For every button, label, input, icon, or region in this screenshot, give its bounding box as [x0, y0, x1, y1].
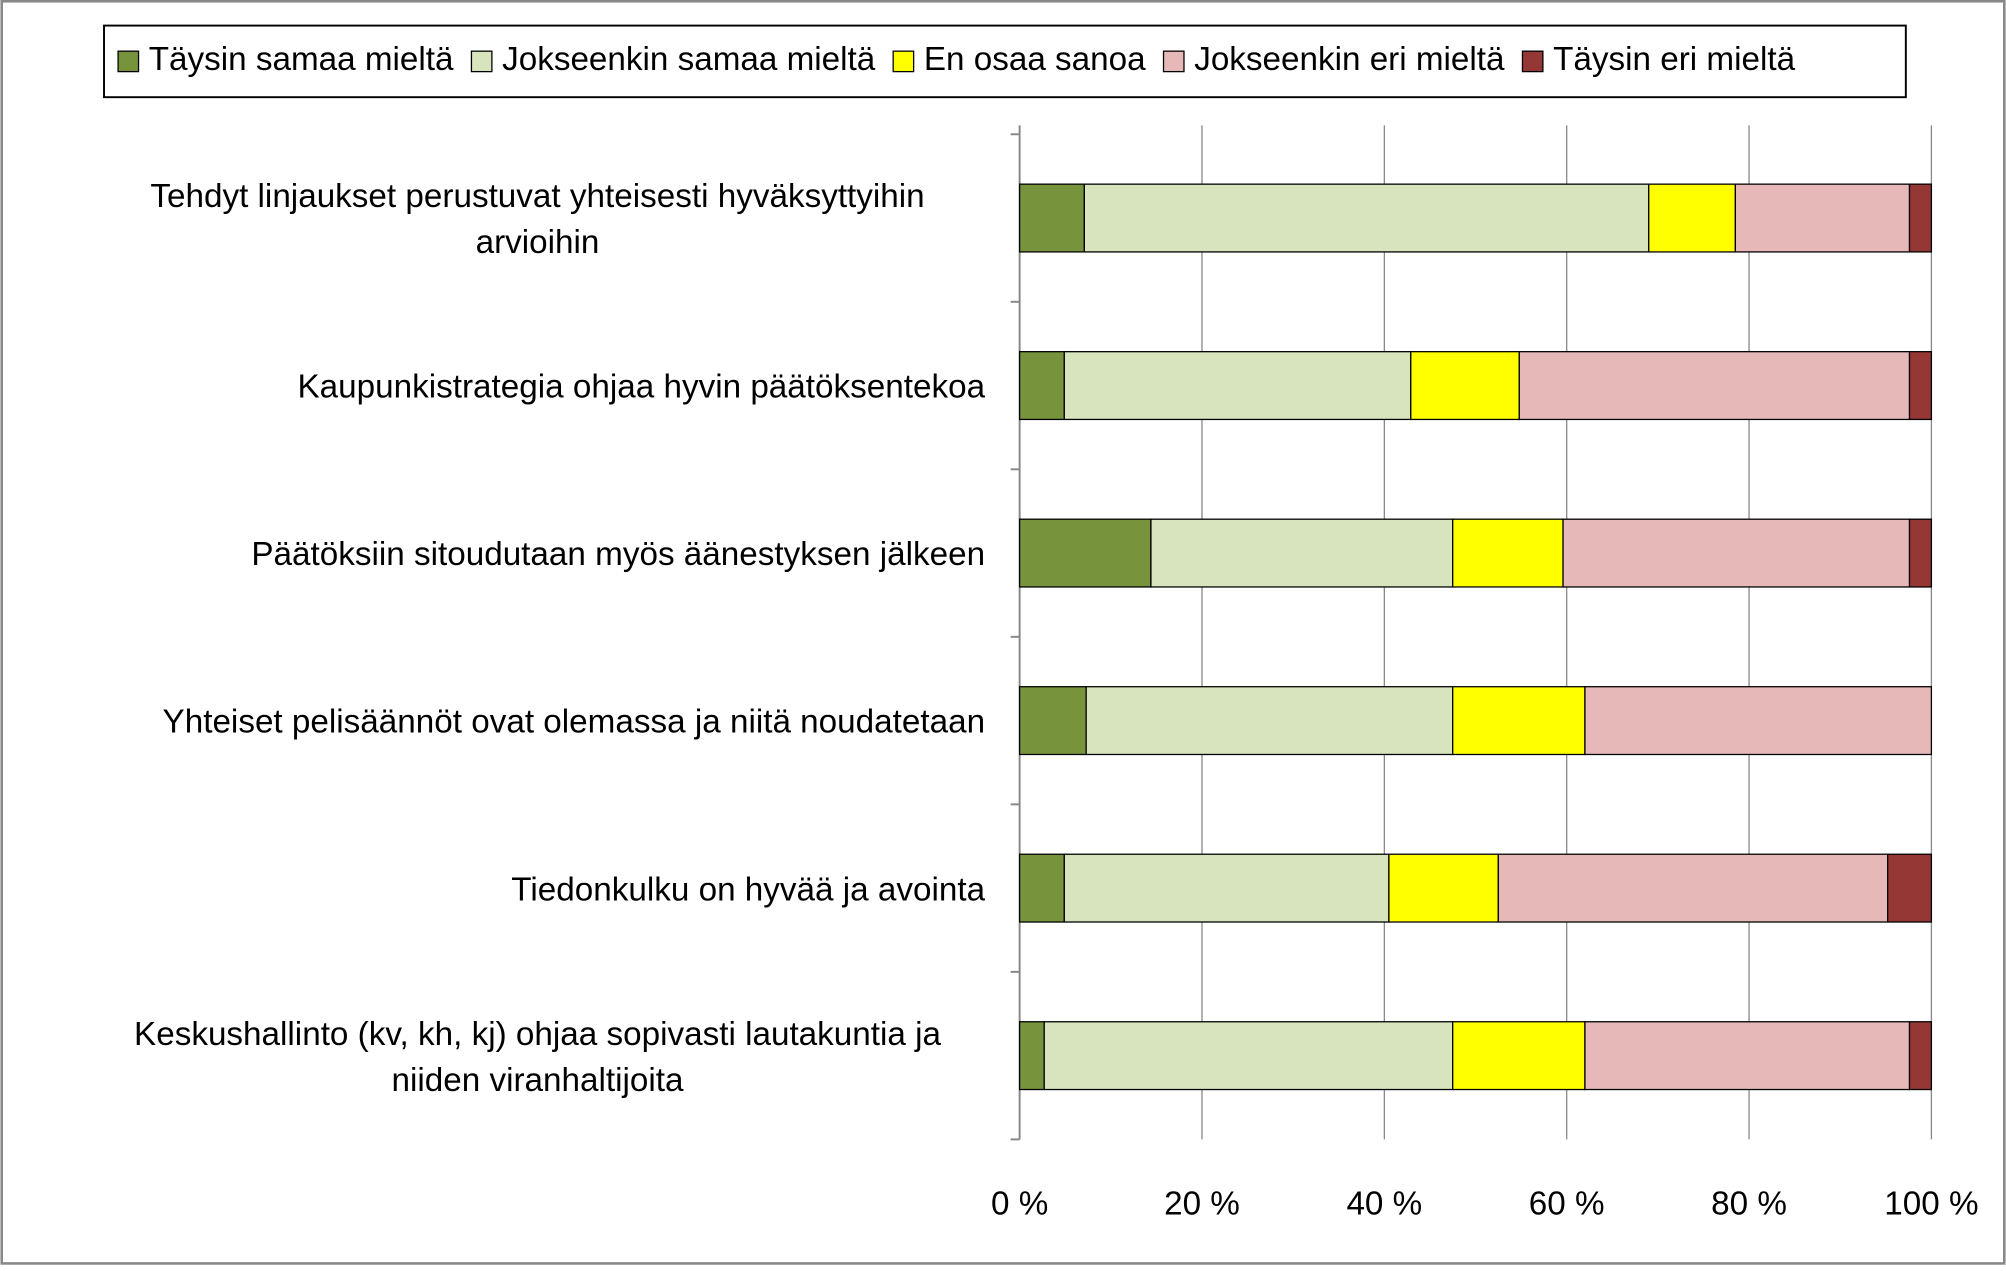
bar-segment: [1452, 518, 1564, 588]
bar-segment: [1734, 183, 1911, 253]
legend-swatch: [117, 50, 140, 73]
legend-swatch: [1162, 50, 1185, 73]
category-label-wrap: Päätöksiin sitoudutaan myös äänestyksen …: [52, 489, 986, 617]
bar-segment: [1452, 1021, 1586, 1091]
legend-swatch: [1521, 50, 1544, 73]
legend-label: Jokseenkin samaa mieltä: [502, 41, 876, 78]
bar-segment: [1085, 686, 1454, 756]
bar-segment: [1018, 686, 1087, 756]
bar-segment: [1584, 1021, 1911, 1091]
legend-label: Täysin eri mieltä: [1553, 41, 1795, 78]
legend-box: [103, 24, 1907, 99]
y-tick-label: Kaupunkistrategia ohjaa hyvin päätöksent…: [297, 366, 986, 405]
bar-segment: [1562, 518, 1911, 588]
y-tick-label: Tiedonkulku on hyvää ja avointa: [511, 868, 986, 908]
legend-label: Täysin samaa mieltä: [149, 41, 454, 78]
y-tick-label: Päätöksiin sitoudutaan myös äänestyksen …: [251, 533, 986, 573]
category-label-wrap: Tehdyt linjaukset perustuvat yhteisesti …: [52, 154, 986, 282]
x-tick-label: 0 %: [991, 1186, 1048, 1223]
bar-segment: [1018, 518, 1152, 588]
legend-swatch: [470, 50, 493, 73]
bar-segment: [1886, 853, 1933, 923]
bar-segment: [1018, 853, 1065, 923]
category-label-wrap: Tiedonkulku on hyvää ja avointa: [52, 824, 986, 952]
x-tick-label: 60 %: [1529, 1186, 1605, 1223]
category-label-box: Kaupunkistrategia ohjaa hyvin päätöksent…: [52, 322, 986, 450]
category-label-box: Keskushallinto (kv, kh, kj) ohjaa sopiva…: [52, 992, 986, 1120]
category-label-box: Yhteiset pelisäännöt ovat olemassa ja ni…: [52, 657, 986, 785]
bar-segment: [1410, 351, 1520, 421]
x-tick-label: 80 %: [1711, 1186, 1787, 1223]
category-label-wrap: Yhteiset pelisäännöt ovat olemassa ja ni…: [52, 657, 986, 785]
bar-segment: [1063, 853, 1390, 923]
bar-segment: [1497, 853, 1889, 923]
bar-segment: [1908, 518, 1933, 588]
bar-segment: [1388, 853, 1499, 923]
bar-segment: [1043, 1021, 1454, 1091]
legend-label: En osaa sanoa: [924, 41, 1146, 78]
legend-label: Jokseenkin eri mieltä: [1194, 41, 1505, 78]
x-tick-label: 20 %: [1164, 1186, 1240, 1223]
bar-segment: [1648, 183, 1737, 253]
bar-segment: [1518, 351, 1911, 421]
bar-segment: [1452, 686, 1586, 756]
category-label-box: Päätöksiin sitoudutaan myös äänestyksen …: [52, 489, 986, 617]
category-label-wrap: Keskushallinto (kv, kh, kj) ohjaa sopiva…: [52, 992, 986, 1120]
bar-segment: [1908, 1021, 1933, 1091]
category-label-box: Tiedonkulku on hyvää ja avointa: [52, 824, 986, 952]
bar-segment: [1018, 1021, 1045, 1091]
legend-swatch: [892, 50, 915, 73]
bar-segment: [1063, 351, 1412, 421]
category-label-box: Tehdyt linjaukset perustuvat yhteisesti …: [52, 154, 986, 282]
bar-segment: [1908, 351, 1933, 421]
x-tick-label: 40 %: [1346, 1186, 1422, 1223]
y-tick-label: Yhteiset pelisäännöt ovat olemassa ja ni…: [162, 701, 986, 740]
y-tick-label: Keskushallinto (kv, kh, kj) ohjaa sopiva…: [134, 1013, 942, 1098]
bar-segment: [1908, 183, 1933, 253]
bar-segment: [1083, 183, 1650, 253]
bar-segment: [1018, 183, 1085, 253]
y-tick-label: Tehdyt linjaukset perustuvat yhteisesti …: [150, 175, 925, 261]
bar-segment: [1584, 686, 1933, 756]
category-label-wrap: Kaupunkistrategia ohjaa hyvin päätöksent…: [52, 322, 986, 450]
bar-segment: [1018, 351, 1065, 421]
bar-segment: [1150, 518, 1454, 588]
x-tick-label: 100 %: [1884, 1186, 1978, 1223]
